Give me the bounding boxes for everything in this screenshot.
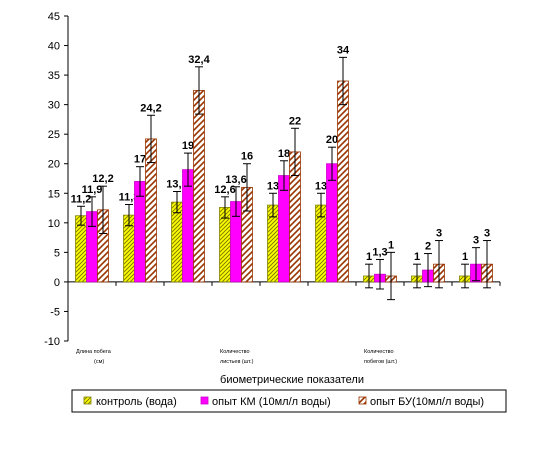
data-label: 1,3 — [372, 246, 387, 258]
legend-label-km: опыт КМ (10мл/л воды) — [212, 396, 331, 408]
data-label: 2 — [425, 241, 431, 253]
x-category-label: Количество — [220, 349, 250, 355]
data-label: 20 — [326, 134, 338, 146]
y-tick-label: 15 — [48, 188, 60, 200]
y-tick-label: 10 — [48, 218, 60, 230]
data-label: 18 — [278, 148, 290, 160]
x-category-label: Длина побега — [76, 349, 112, 355]
data-label: 11,2 — [71, 193, 92, 205]
y-tick-label: 5 — [54, 247, 60, 259]
y-tick-label: 45 — [48, 11, 60, 23]
y-tick-label: 30 — [48, 100, 60, 112]
y-tick-label: 20 — [48, 159, 60, 171]
legend-swatch-bu — [358, 396, 367, 405]
bar-km — [278, 175, 290, 283]
data-label: 32,4 — [188, 54, 210, 66]
data-label: 1 — [414, 251, 420, 263]
data-label: 19 — [182, 140, 194, 152]
data-label: 3 — [484, 228, 490, 240]
x-category-label: побегов (шт.) — [364, 359, 397, 365]
data-label: 1 — [462, 251, 468, 263]
legend-label-bu: опыт БУ(10мл/л воды) — [370, 396, 484, 408]
data-label: 34 — [337, 44, 350, 56]
data-label: 24,2 — [140, 102, 161, 114]
bar-bu — [337, 80, 349, 283]
bar-control — [219, 207, 231, 283]
legend-label-control: контроль (вода) — [96, 396, 177, 408]
y-tick-label: 35 — [48, 70, 60, 82]
data-label: 12,2 — [92, 173, 113, 185]
data-label: 13,6 — [225, 174, 246, 186]
legend-swatch-control — [83, 396, 92, 405]
y-tick-label: -10 — [44, 336, 60, 348]
data-label: 13 — [315, 180, 327, 192]
x-category-label: листьев (шт.) — [220, 359, 254, 365]
bar-control — [171, 201, 183, 283]
y-tick-label: 40 — [48, 41, 60, 53]
bar-bu — [193, 90, 205, 283]
legend-swatch-km — [200, 396, 209, 405]
data-label: 1 — [388, 239, 394, 251]
y-tick-label: 0 — [54, 277, 60, 289]
data-label: 3 — [473, 235, 479, 247]
data-label: 13 — [267, 180, 279, 192]
data-label: 11,9 — [82, 184, 103, 196]
x-axis-title: биометрические показатели — [220, 374, 364, 386]
y-tick-label: 25 — [48, 129, 60, 141]
data-label: 12,6 — [214, 184, 235, 196]
data-label: 3 — [436, 228, 442, 240]
data-label: 22 — [289, 115, 301, 127]
x-category-label: Количество — [364, 349, 394, 355]
y-tick-label: -5 — [50, 306, 60, 318]
x-category-label: (см) — [94, 359, 104, 365]
data-label: 17 — [134, 154, 146, 166]
bar-km — [326, 163, 338, 283]
data-label: 1 — [366, 251, 372, 263]
data-label: 16 — [241, 151, 253, 163]
legend-box — [71, 389, 507, 413]
